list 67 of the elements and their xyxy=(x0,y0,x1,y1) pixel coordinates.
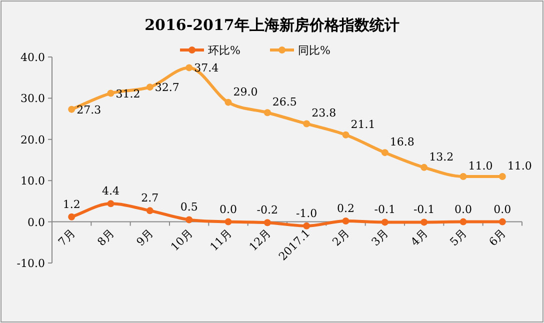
y-tick-label: 30.0 xyxy=(20,92,45,106)
data-label: -0.1 xyxy=(374,203,396,216)
point xyxy=(460,172,467,180)
x-tick-label: 6月 xyxy=(486,226,509,249)
data-label: 0.2 xyxy=(337,202,354,215)
data-label: 26.5 xyxy=(272,96,297,109)
point xyxy=(420,164,428,171)
data-label: 37.4 xyxy=(194,62,219,75)
x-tick-label: 12月 xyxy=(246,226,274,254)
point xyxy=(381,149,388,156)
point xyxy=(107,200,114,208)
data-label: -1.0 xyxy=(296,206,318,220)
point xyxy=(186,216,193,224)
point xyxy=(420,218,428,226)
x-tick-label: 7月 xyxy=(56,226,78,249)
data-label: 27.3 xyxy=(76,103,102,116)
data-label: -0.2 xyxy=(256,204,278,217)
data-label: 1.2 xyxy=(62,198,80,211)
data-label: 0.0 xyxy=(494,202,512,216)
data-label: 23.8 xyxy=(312,106,336,120)
x-tick-label: 9月 xyxy=(134,226,156,249)
x-tick-label: 4月 xyxy=(408,226,430,249)
data-label: 32.7 xyxy=(154,81,180,94)
point xyxy=(68,213,76,220)
data-label: 16.8 xyxy=(390,136,414,149)
data-label: 11.0 xyxy=(468,159,493,172)
data-label: 29.0 xyxy=(233,85,258,98)
point xyxy=(224,98,232,106)
chart-title: 2016-2017年上海新房价格指数统计 xyxy=(144,16,400,34)
x-tick-label: 11月 xyxy=(208,226,234,254)
data-label: -0.1 xyxy=(413,203,435,216)
point xyxy=(264,109,271,116)
x-tick-label: 8月 xyxy=(94,226,117,249)
point xyxy=(146,207,154,214)
point xyxy=(303,120,310,128)
x-tick-label: 5月 xyxy=(447,226,470,249)
x-tick-label: 10月 xyxy=(168,226,196,254)
point xyxy=(498,218,506,226)
y-tick-label: 40.0 xyxy=(20,51,45,64)
point xyxy=(224,218,232,226)
point xyxy=(460,218,467,226)
point xyxy=(107,90,114,97)
data-label: 4.4 xyxy=(102,184,120,198)
y-tick-label: 0.0 xyxy=(28,216,45,229)
y-tick-label: 10.0 xyxy=(20,174,45,188)
point xyxy=(303,222,310,230)
legend-label: 同比% xyxy=(298,44,330,57)
data-label: 0.0 xyxy=(220,202,237,216)
point xyxy=(381,218,388,226)
point xyxy=(264,219,271,226)
point xyxy=(342,217,350,224)
data-label: 11.0 xyxy=(507,159,532,172)
data-label: 0.0 xyxy=(454,202,472,216)
y-tick-label: -10.0 xyxy=(16,257,45,270)
data-label: 0.5 xyxy=(180,200,198,214)
x-tick-label: 3月 xyxy=(369,226,392,249)
data-label: 21.1 xyxy=(350,118,376,131)
point xyxy=(146,84,154,91)
point xyxy=(68,106,76,113)
x-tick-label: 2月 xyxy=(330,226,352,249)
y-tick-label: 20.0 xyxy=(20,133,45,146)
data-label: 13.2 xyxy=(429,150,454,164)
data-label: 2.7 xyxy=(141,192,159,205)
point xyxy=(342,131,350,138)
point xyxy=(498,172,506,180)
legend-label: 环比% xyxy=(208,44,240,57)
point xyxy=(186,64,193,72)
